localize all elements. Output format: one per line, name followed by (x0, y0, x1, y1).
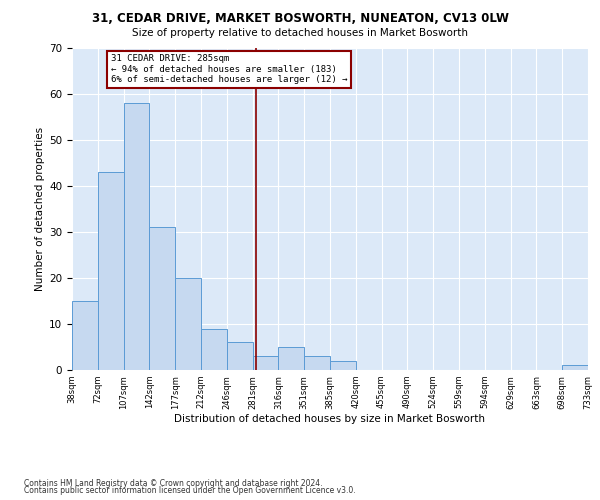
Bar (278, 347, 304, 370)
Bar (72, 301, 98, 370)
Bar (124, 103, 149, 370)
Y-axis label: Number of detached properties: Number of detached properties (35, 126, 45, 291)
Text: Contains HM Land Registry data © Crown copyright and database right 2024.: Contains HM Land Registry data © Crown c… (24, 478, 323, 488)
Bar (201, 328, 227, 370)
Bar (149, 227, 175, 370)
Bar (227, 342, 253, 370)
Text: 31 CEDAR DRIVE: 285sqm
← 94% of detached houses are smaller (183)
6% of semi-det: 31 CEDAR DRIVE: 285sqm ← 94% of detached… (111, 54, 347, 84)
Bar (175, 278, 201, 370)
Bar (304, 356, 330, 370)
Bar (98, 172, 124, 370)
X-axis label: Distribution of detached houses by size in Market Bosworth: Distribution of detached houses by size … (175, 414, 485, 424)
Bar (253, 356, 278, 370)
Text: Size of property relative to detached houses in Market Bosworth: Size of property relative to detached ho… (132, 28, 468, 38)
Bar (562, 366, 588, 370)
Text: Contains public sector information licensed under the Open Government Licence v3: Contains public sector information licen… (24, 486, 356, 495)
Text: 31, CEDAR DRIVE, MARKET BOSWORTH, NUNEATON, CV13 0LW: 31, CEDAR DRIVE, MARKET BOSWORTH, NUNEAT… (91, 12, 509, 26)
Bar (330, 361, 356, 370)
